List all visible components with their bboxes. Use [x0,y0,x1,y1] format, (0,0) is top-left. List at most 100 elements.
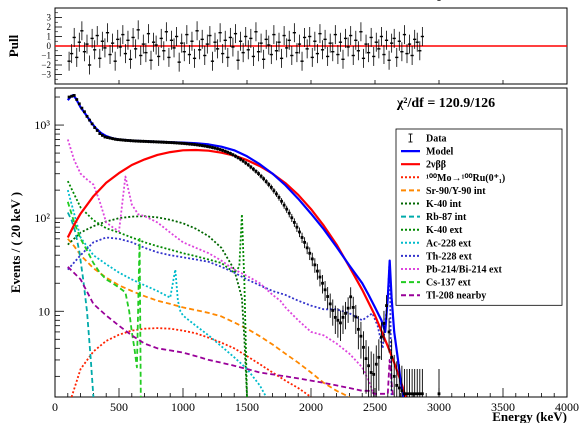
data-point [221,148,225,152]
data-point [318,275,322,279]
data-point [349,295,353,299]
data-point [200,144,204,147]
data-point [354,315,358,319]
data-point [159,140,163,144]
legend-entry-label: K-40 ext [426,225,463,236]
data-point [83,110,86,114]
legend-entry-label: Data [426,134,447,145]
data-point [308,251,312,255]
data-point [182,142,186,145]
data-point [382,322,386,325]
data-point [98,132,102,135]
series-line-k-40-int [67,215,248,397]
spectrum-y-tick-label: 10² [34,211,50,225]
legend-entry-label: K-40 int [426,199,462,210]
data-point [213,146,217,150]
data-point [403,392,406,396]
data-point [280,199,283,203]
data-point [131,139,135,143]
data-point [152,140,155,144]
spectrum-plot-area [66,93,441,397]
series-line-model [66,93,405,397]
data-point [111,137,114,141]
data-point [413,392,417,396]
pull-y-axis-label: Pull [6,34,21,57]
data-point [305,246,309,250]
spectrum-y-tick-label: 10³ [34,118,50,132]
data-point [164,140,168,144]
data-point [223,149,227,153]
data-point [249,165,253,169]
legend-entry-label: Cs-137 ext [426,278,471,289]
legend-entry-label: Model [426,147,453,158]
data-point [326,295,330,298]
spectrum-x-axis-label: Energy (keV) [492,409,567,423]
data-point [67,95,71,99]
data-point [121,138,125,142]
spectrum-panel: 10 10² 10³ 0 500 1000 1500 2000 2500 3000 3500 4000… [8,87,579,424]
legend: Data Model 2νββ ¹⁰⁰Mo→¹⁰⁰Ru(0⁺₁) Sr-90/Y-90 … [395,128,563,306]
data-point [351,306,355,309]
data-point [172,141,176,145]
data-point [100,133,104,137]
data-point [118,138,122,142]
legend-entry-label: Ac-228 ext [426,238,472,249]
data-point [239,157,242,161]
legend-entry-label: ¹⁰⁰Mo→¹⁰⁰Ru(0⁺₁) [426,173,505,184]
legend-entry-label: Rb-87 int [426,212,467,223]
data-point [321,281,324,285]
data-point [103,135,107,139]
series-line-mo-ru-0 [70,327,312,397]
data-point [226,150,230,154]
data-point [154,140,158,144]
spectrum-x-tick-label: 500 [110,400,128,414]
data-point [277,196,281,199]
data-point [377,355,381,359]
data-point [126,139,130,142]
data-point [415,392,419,396]
data-point [116,138,120,141]
data-point [341,315,345,319]
data-point [392,374,396,378]
data-point [157,140,161,144]
data-point [395,383,399,387]
data-point [88,118,91,122]
data-point [285,207,289,211]
data-point [198,143,202,147]
data-point [310,257,314,261]
data-point [203,144,207,148]
data-point [259,174,263,178]
data-point [257,172,260,176]
data-point [410,392,414,396]
legend-entry-label: 2νββ [426,160,446,171]
data-point [275,192,278,196]
legend-entry-label: Th-228 ext [426,251,473,262]
data-point [85,114,89,118]
data-point [90,122,94,126]
pull-y-tick-label: −3 [41,70,51,80]
chi2-annotation: χ²/df = 120.9/126 [396,96,495,111]
series-line-th-228-ext [67,236,393,397]
spectrum-x-tick-label: 2500 [363,400,387,414]
data-point [246,163,250,167]
spectrum-y-axis-label: Events / ( 20 keV ) [8,192,23,293]
data-point [93,126,97,129]
data-point [356,327,360,331]
data-point [269,185,273,189]
data-point [380,335,383,339]
data-point [244,161,248,165]
data-point [95,129,99,132]
data-point [252,167,255,171]
pull-y-tick-label: 3 [47,13,52,23]
legend-entry-label: Pb-214/Bi-214 ext [426,265,502,276]
pull-y-tick-label: −1 [41,51,51,61]
spectrum-x-tick-label: 3000 [427,400,451,414]
pull-y-tick-label: 1 [47,32,52,42]
data-point [372,372,376,376]
data-point [177,141,181,145]
data-point [134,139,138,143]
legend-entry-label: Sr-90/Y-90 int [426,186,486,197]
spectrum-x-tick-label: 2000 [299,400,323,414]
data-point [75,98,79,101]
